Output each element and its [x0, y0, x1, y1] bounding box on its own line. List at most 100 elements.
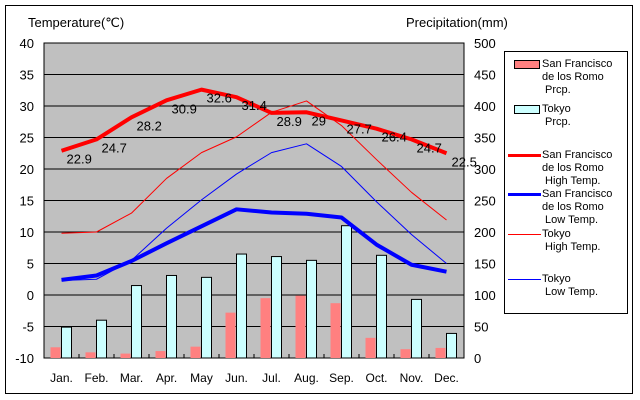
legend-label-line: de los Romo	[542, 71, 604, 83]
legend-label-line: Tokyo	[542, 103, 571, 115]
data-label: 24.7	[417, 140, 442, 155]
legend-swatch-line	[508, 154, 541, 157]
bar-tokyo-prcp	[236, 253, 247, 359]
legend-label: San Francisco de los Romo High Temp.	[542, 149, 612, 188]
bar-sf-prcp	[400, 349, 411, 358]
y-right-tick-label: 400	[474, 99, 496, 114]
bar-tokyo-prcp	[411, 298, 422, 359]
y-left-tick-label: 25	[20, 131, 34, 146]
legend-label-line: Tokyo	[542, 228, 571, 240]
bar-sf-prcp	[295, 295, 306, 358]
bar-tokyo-prcp	[376, 254, 387, 359]
x-tick-label: Feb.	[84, 371, 108, 385]
legend-label-line: San Francisco	[542, 58, 613, 70]
legend-swatch-line	[508, 193, 541, 196]
y-left-tick-label: 10	[20, 225, 34, 240]
data-label: 24.7	[102, 140, 127, 155]
y-left-tick-label: 35	[20, 68, 34, 83]
data-label: 28.9	[277, 114, 302, 129]
data-label: 30.9	[172, 101, 197, 116]
x-axis-labels: Jan. Feb. Mar. Apr. May Jun. Jul. Aug. Sep. Oct. N…	[50, 371, 459, 385]
data-label: 22.5	[452, 154, 477, 169]
y-left-tick-label: -10	[15, 351, 34, 366]
bar-sf-prcp	[225, 312, 236, 358]
legend-label: Tokyo Prcp.	[542, 103, 571, 129]
legend-swatch-line	[508, 234, 541, 235]
bar-tokyo-prcp	[341, 225, 352, 359]
bar-sf-prcp	[365, 337, 376, 358]
bar-tokyo-prcp	[306, 259, 317, 359]
y-left-tick-label: 40	[20, 36, 34, 51]
x-tick-label: Jan.	[50, 371, 73, 385]
legend-label-line: High Temp.	[542, 175, 601, 187]
y-right-tick-label: 100	[474, 288, 496, 303]
x-tick-label: Sep.	[329, 371, 354, 385]
legend-label-line: Prcp.	[542, 116, 571, 128]
x-tick-label: Mar.	[120, 371, 143, 385]
legend-swatch-line	[508, 279, 541, 280]
legend-label: San Francisco de los Romo Prcp.	[542, 58, 612, 97]
line-tokyo-high-temp-	[61, 100, 447, 234]
x-tick-label: Dec.	[434, 371, 459, 385]
x-tick-label: May	[190, 371, 213, 385]
line-san-francisco-de-los-romo-low-temp-	[61, 207, 447, 282]
plot-area	[43, 42, 465, 359]
y-left-tick-label: -5	[22, 320, 34, 335]
x-tick-label: Aug.	[294, 371, 319, 385]
legend-label: San Francisco de los Romo Low Temp.	[542, 188, 612, 227]
lines	[60, 87, 448, 282]
data-labels: 22.9 24.7 28.2 30.9 32.6 31.4 28.9 29 27.7 26.4 24…	[67, 91, 477, 170]
legend-label-line: San Francisco	[542, 188, 613, 200]
legend-swatch-bar	[514, 105, 540, 114]
y-right-tick-label: 200	[474, 225, 496, 240]
bar-sf-prcp	[260, 298, 271, 358]
y-right-axis-title: Precipitation(mm)	[406, 15, 508, 30]
legend-label-line: de los Romo	[542, 162, 604, 174]
y-right-tick-label: 0	[474, 351, 481, 366]
data-label: 27.7	[347, 121, 372, 136]
y-right-tick-label: 150	[474, 257, 496, 272]
bar-tokyo-prcp	[131, 285, 142, 359]
y-right-tick-label: 350	[474, 131, 496, 146]
bar-tokyo-prcp	[166, 274, 177, 359]
legend-label-line: Low Temp.	[542, 286, 599, 298]
bar-sf-prcp	[330, 303, 341, 358]
legend-label-line: de los Romo	[542, 201, 604, 213]
bar-sf-prcp	[435, 347, 446, 358]
legend-label-line: Prcp.	[542, 84, 571, 96]
y-left-tick-label: 30	[20, 99, 34, 114]
x-tick-label: Nov.	[400, 371, 424, 385]
y-right-tick-label: 50	[474, 320, 488, 335]
legend-swatch-bar	[514, 60, 540, 69]
legend-label-line: San Francisco	[542, 149, 613, 161]
bar-sf-prcp	[190, 346, 201, 358]
data-label: 26.4	[382, 130, 407, 145]
bar-sf-prcp	[50, 347, 61, 358]
y-right-tick-label: 250	[474, 194, 496, 209]
y-right-tick-label: 500	[474, 36, 496, 51]
data-label: 22.9	[67, 152, 92, 167]
x-tick-label: Oct.	[365, 371, 387, 385]
bar-tokyo-prcp	[201, 276, 212, 359]
bar-sf-prcp	[155, 351, 166, 358]
legend-label-line: Low Temp.	[542, 214, 599, 226]
bar-tokyo-prcp	[271, 256, 282, 359]
y-left-axis-title: Temperature(℃)	[28, 15, 124, 30]
bar-tokyo-prcp	[61, 326, 72, 359]
y-left-tick-label: 15	[20, 194, 34, 209]
data-label: 31.4	[242, 98, 267, 113]
bars	[50, 225, 457, 359]
data-label: 29	[312, 113, 326, 128]
y-left-tick-label: 20	[20, 162, 34, 177]
x-tick-label: Jun.	[225, 371, 248, 385]
legend: San Francisco de los Romo Prcp. Tokyo Prcp…	[504, 51, 628, 314]
bar-tokyo-prcp	[446, 332, 457, 359]
x-tick-label: Jul.	[262, 371, 281, 385]
bar-sf-prcp	[85, 352, 96, 358]
line-san-francisco-de-los-romo-high-temp-	[60, 87, 448, 156]
y-left-tick-label: 5	[27, 257, 34, 272]
bar-tokyo-prcp	[96, 319, 107, 359]
legend-label-line: Tokyo	[542, 273, 571, 285]
